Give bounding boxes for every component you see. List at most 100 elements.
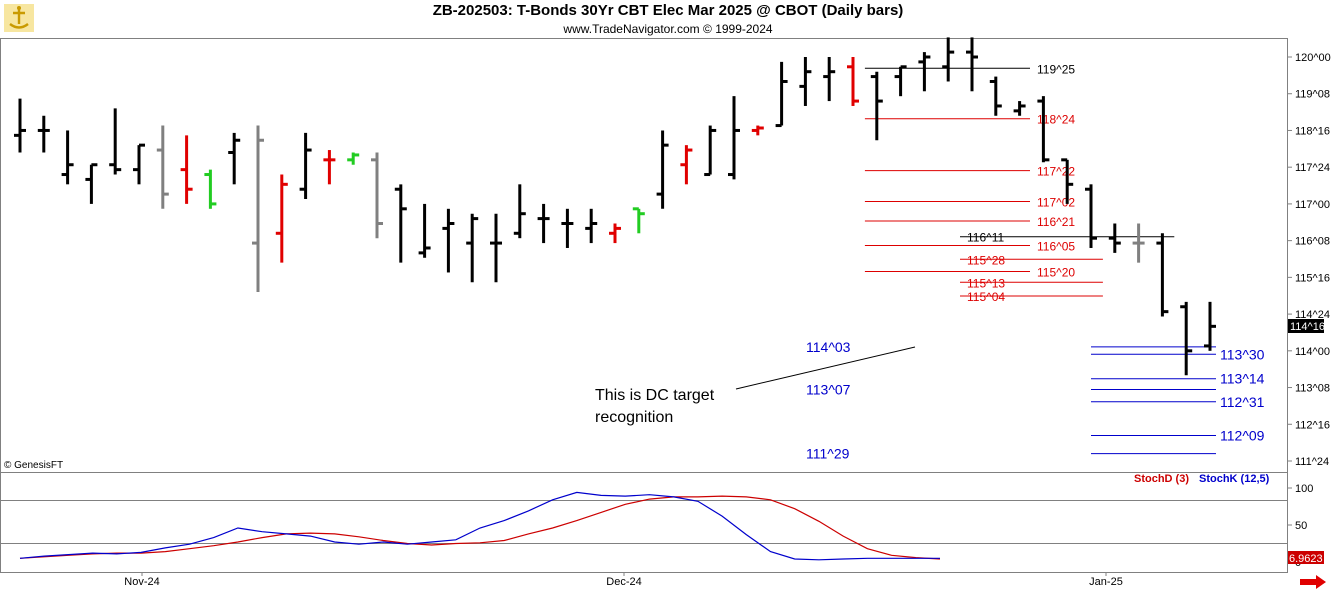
price-tick-label: 112^16 <box>1295 419 1330 431</box>
stochd-legend: StochD (3) <box>1134 473 1189 485</box>
ohlc-bar <box>775 61 788 128</box>
stoch-tick-label: 50 <box>1295 520 1307 532</box>
ohlc-bar <box>942 37 955 82</box>
price-tick-label: 118^16 <box>1295 125 1330 137</box>
level-label: 115^28 <box>967 253 1005 267</box>
stoch-value-badge <box>1288 551 1324 564</box>
ohlc-bar <box>1132 223 1145 263</box>
ohlc-bar <box>1108 223 1121 253</box>
level-label: 113^14 <box>1220 371 1265 387</box>
ohlc-bar <box>561 208 574 248</box>
stochastic-panel: 100500 <box>19 483 1313 569</box>
ohlc-bar <box>823 57 836 102</box>
ohlc-bar <box>799 57 812 106</box>
ohlc-bar <box>989 76 1002 116</box>
price-tick-label: 113^08 <box>1295 383 1330 395</box>
ohlc-bar <box>656 130 669 209</box>
ohlc-bar <box>870 71 883 141</box>
ohlc-bar <box>61 130 74 185</box>
level-label: 118^24 <box>1037 113 1075 127</box>
price-tick-label: 117^24 <box>1295 162 1330 174</box>
scroll-right-arrow-icon[interactable] <box>1298 575 1328 589</box>
level-label: 113^30 <box>1220 346 1265 362</box>
stochd-line <box>19 495 941 560</box>
level-label: 115^04 <box>967 290 1005 304</box>
stoch-value-label: 6.9623 <box>1289 553 1323 565</box>
ohlc-bar <box>418 203 431 258</box>
ohlc-bar <box>513 184 526 239</box>
stochk-legend: StochK (12,5) <box>1199 473 1270 485</box>
price-tick-label: 120^00 <box>1295 52 1331 64</box>
ohlc-bar <box>323 150 336 185</box>
ohlc-bar <box>680 145 693 185</box>
ohlc-bar <box>156 125 169 209</box>
annotation-arrow <box>735 346 916 390</box>
ohlc-bar <box>275 174 288 263</box>
ohlc-bar <box>1061 158 1074 204</box>
ohlc-bar <box>1085 184 1097 248</box>
ohlc-bar <box>442 208 455 273</box>
stoch-tick-label: 100 <box>1295 483 1313 495</box>
level-label: 112^09 <box>1220 428 1265 444</box>
ohlc-bar <box>204 169 217 209</box>
ohlc-bar <box>347 152 360 165</box>
ohlc-bar <box>585 208 598 244</box>
ohlc-bar <box>1180 301 1193 376</box>
chart-subtitle: www.TradeNavigator.com © 1999-2024 <box>563 22 773 36</box>
level-label: 116^05 <box>1037 240 1075 254</box>
chart-header: ZB-202503: T-Bonds 30Yr CBT Elec Mar 202… <box>0 0 1336 38</box>
date-tick-label: Jan-25 <box>1089 576 1123 588</box>
ohlc-bar <box>299 132 312 200</box>
target-levels: 119^25 118^24 117^22 117^02 116^21 116^11 116^… <box>806 62 1265 461</box>
chart-frame <box>0 38 1288 573</box>
watermark: © GenesisFT <box>4 460 63 471</box>
level-label: 116^11 <box>967 231 1005 245</box>
level-label: 114^03 <box>806 339 851 355</box>
ohlc-bar <box>918 52 931 92</box>
level-label: 115^13 <box>967 276 1005 290</box>
date-axis: Nov-24 Dec-24 Jan-25 <box>124 572 1123 588</box>
level-label: 111^29 <box>806 446 850 462</box>
date-tick-label: Nov-24 <box>124 576 159 588</box>
ohlc-bar <box>966 37 978 92</box>
ohlc-bar <box>466 213 479 283</box>
ohlc-bar <box>1204 301 1216 351</box>
price-axis: 120^00 119^08 118^16 117^24 117^00 116^08 115^… <box>1287 52 1331 468</box>
ohlc-bar <box>252 125 264 293</box>
genesis-ship-logo-icon <box>4 4 34 32</box>
ohlc-bar <box>371 152 383 239</box>
ohlc-bar <box>1013 101 1026 116</box>
ohlc-bar <box>704 125 717 177</box>
ohlc-bar <box>109 108 122 175</box>
ohlc-bar <box>180 135 193 204</box>
level-label: 119^25 <box>1037 62 1075 76</box>
level-label: 113^07 <box>806 382 851 398</box>
stochk-line <box>19 491 940 561</box>
ohlc-bar <box>537 203 550 244</box>
ohlc-bar <box>632 207 645 234</box>
ohlc-bar <box>133 143 145 185</box>
ohlc-bar <box>490 213 502 283</box>
annotation-line1: This is DC target <box>595 387 715 404</box>
ohlc-bar <box>847 57 859 106</box>
ohlc-bar <box>85 163 98 204</box>
level-label: 117^22 <box>1037 165 1075 179</box>
date-tick-label: Dec-24 <box>606 576 641 588</box>
ohlc-bar <box>394 184 407 263</box>
last-price-label: 114^16 <box>1290 321 1325 333</box>
annotation-line2: recognition <box>595 409 673 426</box>
level-label: 112^31 <box>1220 394 1265 410</box>
level-label: 116^21 <box>1037 215 1075 229</box>
last-price-badge <box>1288 319 1324 333</box>
ohlc-bar <box>728 96 740 180</box>
ohlc-bars <box>14 37 1216 376</box>
chart-title: ZB-202503: T-Bonds 30Yr CBT Elec Mar 202… <box>432 2 904 19</box>
level-label: 115^20 <box>1037 265 1075 279</box>
price-tick-label: 115^16 <box>1295 272 1330 284</box>
price-tick-label: 114^00 <box>1295 346 1330 358</box>
level-label: 117^02 <box>1037 195 1075 209</box>
price-tick-label: 114^24 <box>1295 309 1330 321</box>
price-tick-label: 119^08 <box>1295 89 1330 101</box>
ohlc-bar <box>894 65 907 97</box>
